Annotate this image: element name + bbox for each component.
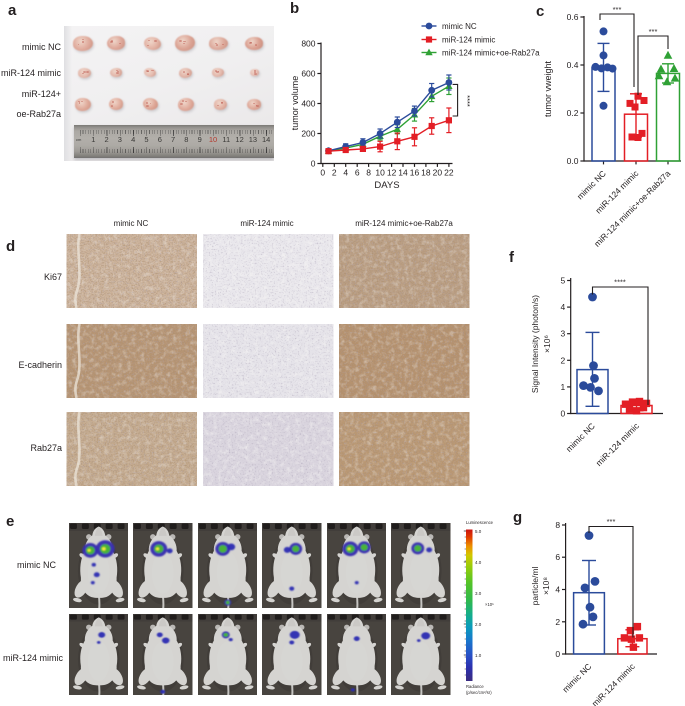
svg-text:4: 4	[343, 168, 348, 178]
svg-text:miR-124 mimic+oe-Rab27a: miR-124 mimic+oe-Rab27a	[442, 49, 540, 58]
svg-text:8: 8	[555, 520, 560, 530]
svg-text:2.0: 2.0	[475, 622, 482, 627]
svg-text:0: 0	[320, 168, 325, 178]
svg-text:3: 3	[560, 329, 565, 339]
svg-text:×10⁸: ×10⁸	[541, 577, 551, 595]
svg-text:miR-124 mimic: miR-124 mimic	[442, 36, 495, 45]
svg-text:miR-124 mimic: miR-124 mimic	[594, 420, 642, 468]
svg-text:×10⁵: ×10⁵	[485, 602, 494, 607]
svg-text:1.0: 1.0	[475, 653, 482, 658]
svg-text:mimic NC: mimic NC	[442, 22, 477, 31]
svg-text:4: 4	[555, 585, 560, 595]
svg-text:c: c	[536, 3, 544, 20]
svg-text:6: 6	[555, 552, 560, 562]
svg-text:16: 16	[410, 168, 420, 178]
svg-text:Luminescence: Luminescence	[466, 520, 494, 525]
svg-text:2: 2	[560, 355, 565, 365]
svg-text:18: 18	[421, 168, 431, 178]
svg-text:0.2: 0.2	[567, 108, 579, 118]
svg-text:Signal Intensity (photon/s): Signal Intensity (photon/s)	[530, 295, 540, 393]
svg-text:***: ***	[607, 517, 616, 526]
svg-text:4.0: 4.0	[475, 560, 482, 565]
svg-text:***: ***	[649, 27, 658, 36]
svg-text:5: 5	[560, 276, 565, 286]
svg-text:0: 0	[311, 159, 316, 169]
svg-text:14: 14	[398, 168, 408, 178]
svg-text:(p/sec/cm²/sr): (p/sec/cm²/sr)	[466, 690, 492, 695]
svg-text:f: f	[509, 249, 515, 266]
svg-text:2: 2	[555, 617, 560, 627]
svg-text:8: 8	[366, 168, 371, 178]
svg-text:0: 0	[560, 409, 565, 419]
svg-text:***: ***	[613, 5, 622, 14]
svg-text:×10⁶: ×10⁶	[542, 335, 552, 353]
svg-text:4: 4	[560, 302, 565, 312]
svg-text:6: 6	[355, 168, 360, 178]
svg-text:mimic NC: mimic NC	[560, 661, 593, 694]
svg-text:particle/ml: particle/ml	[530, 567, 540, 606]
svg-text:b: b	[290, 0, 299, 17]
svg-text:400: 400	[301, 99, 315, 109]
svg-text:g: g	[513, 509, 522, 526]
svg-text:10: 10	[375, 168, 385, 178]
svg-text:1: 1	[560, 382, 565, 392]
svg-text:20: 20	[433, 168, 443, 178]
svg-text:600: 600	[301, 69, 315, 79]
svg-text:800: 800	[301, 39, 315, 49]
svg-text:0.6: 0.6	[567, 12, 579, 22]
svg-text:****: ****	[463, 95, 472, 107]
svg-text:Radiance: Radiance	[466, 684, 484, 689]
svg-text:tumor vweight: tumor vweight	[543, 60, 553, 117]
svg-text:0.4: 0.4	[567, 60, 579, 70]
svg-text:mimic NC: mimic NC	[575, 168, 608, 201]
svg-text:miR-124 mimic: miR-124 mimic	[590, 661, 638, 706]
svg-text:2: 2	[332, 168, 337, 178]
svg-text:0.0: 0.0	[567, 156, 579, 166]
svg-text:12: 12	[387, 168, 397, 178]
svg-text:22: 22	[444, 168, 454, 178]
svg-text:0: 0	[555, 649, 560, 659]
svg-text:DAYS: DAYS	[374, 180, 399, 191]
svg-text:tumor volume: tumor volume	[290, 76, 300, 131]
svg-text:5.0: 5.0	[475, 529, 482, 534]
svg-text:3.0: 3.0	[475, 591, 482, 596]
svg-text:****: ****	[614, 278, 626, 287]
svg-text:200: 200	[301, 129, 315, 139]
svg-text:mimic NC: mimic NC	[564, 421, 597, 454]
